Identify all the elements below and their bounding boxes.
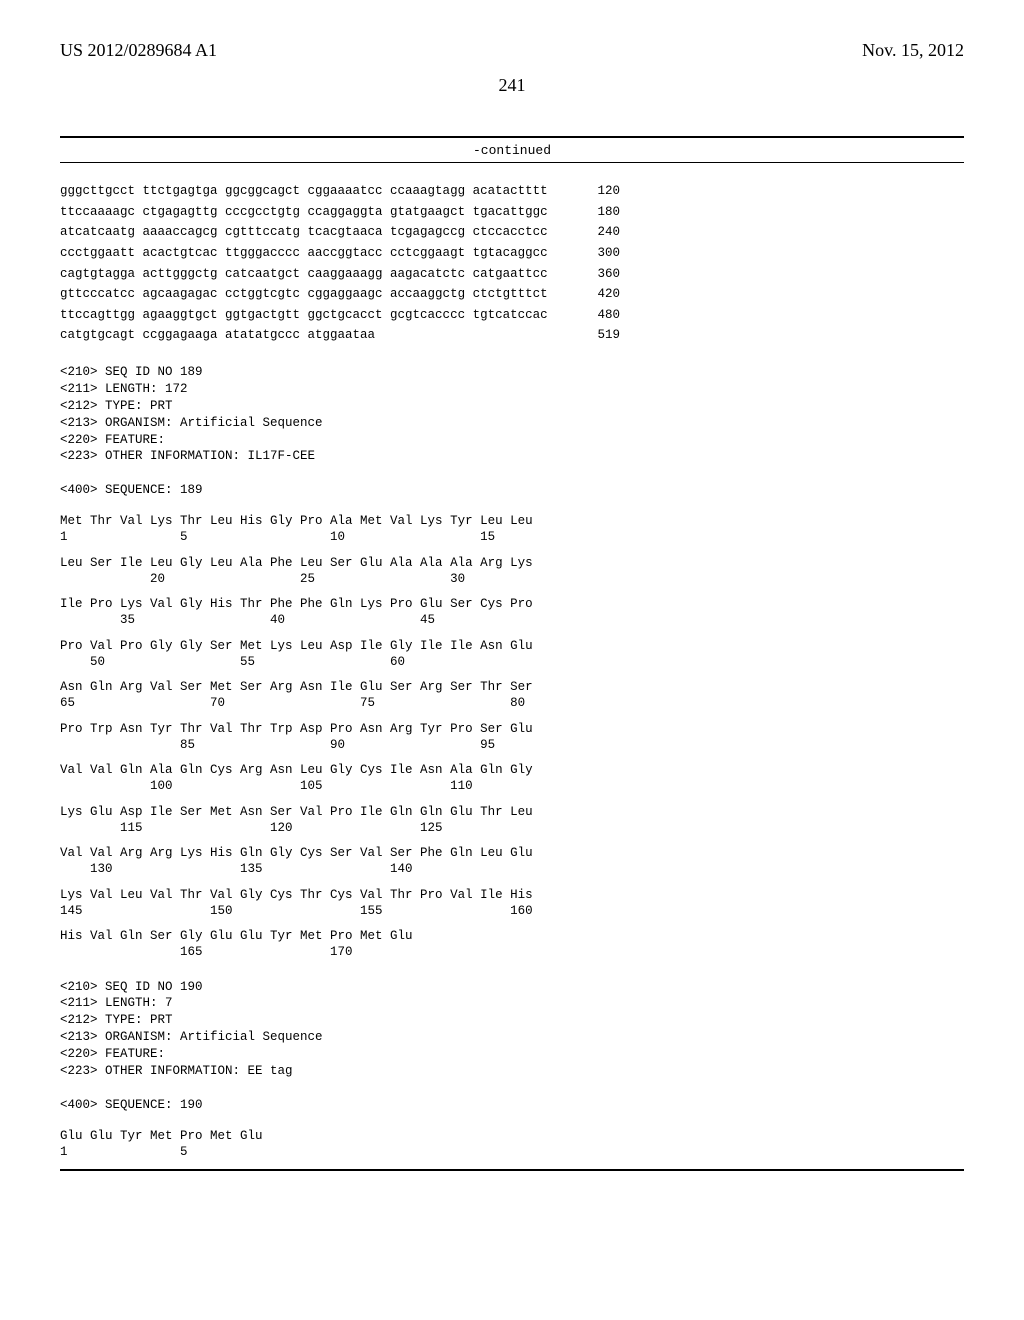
nucleotide-sequence-block: gggcttgcct ttctgagtga ggcggcagct cggaaaa… [60, 181, 964, 346]
nucleotide-position: 360 [580, 264, 620, 285]
page: US 2012/0289684 A1 Nov. 15, 2012 241 -co… [0, 0, 1024, 1320]
nucleotide-row: catgtgcagt ccggagaaga atatatgccc atggaat… [60, 325, 620, 346]
aa-residue-pair: Lys Val Leu Val Thr Val Gly Cys Thr Cys … [60, 887, 964, 920]
aa-residues: Val Val Arg Arg Lys His Gln Gly Cys Ser … [60, 845, 964, 861]
aa-residues: Met Thr Val Lys Thr Leu His Gly Pro Ala … [60, 513, 964, 529]
aa-residue-pair: Met Thr Val Lys Thr Leu His Gly Pro Ala … [60, 513, 964, 546]
aa-numbers: 85 90 95 [60, 737, 964, 753]
aa-residue-pair: Pro Val Pro Gly Gly Ser Met Lys Leu Asp … [60, 638, 964, 671]
nucleotide-seq: cagtgtagga acttgggctg catcaatgct caaggaa… [60, 264, 548, 285]
aa-residue-pair: Pro Trp Asn Tyr Thr Val Thr Trp Asp Pro … [60, 721, 964, 754]
nucleotide-position: 519 [580, 325, 620, 346]
aa-numbers: 100 105 110 [60, 778, 964, 794]
nucleotide-row: gggcttgcct ttctgagtga ggcggcagct cggaaaa… [60, 181, 620, 202]
nucleotide-seq: atcatcaatg aaaaccagcg cgtttccatg tcacgta… [60, 222, 548, 243]
aa-residue-pair: His Val Gln Ser Gly Glu Glu Tyr Met Pro … [60, 928, 964, 961]
aa-residue-pair: Glu Glu Tyr Met Pro Met Glu1 5 [60, 1128, 964, 1161]
nucleotide-seq: ttccagttgg agaaggtgct ggtgactgtt ggctgca… [60, 305, 548, 326]
page-header: US 2012/0289684 A1 Nov. 15, 2012 [60, 40, 964, 61]
nucleotide-row: ccctggaatt acactgtcac ttgggacccc aaccggt… [60, 243, 620, 264]
aa-numbers: 1 5 10 15 [60, 529, 964, 545]
aa-numbers: 165 170 [60, 944, 964, 960]
aa-numbers: 145 150 155 160 [60, 903, 964, 919]
aa-residue-pair: Val Val Arg Arg Lys His Gln Gly Cys Ser … [60, 845, 964, 878]
aa-numbers: 50 55 60 [60, 654, 964, 670]
nucleotide-position: 480 [580, 305, 620, 326]
aa-residues: Asn Gln Arg Val Ser Met Ser Arg Asn Ile … [60, 679, 964, 695]
aa-residues: Glu Glu Tyr Met Pro Met Glu [60, 1128, 964, 1144]
aa-residue-pair: Leu Ser Ile Leu Gly Leu Ala Phe Leu Ser … [60, 555, 964, 588]
aa-residues: Pro Trp Asn Tyr Thr Val Thr Trp Asp Pro … [60, 721, 964, 737]
nucleotide-row: ttccaaaagc ctgagagttg cccgcctgtg ccaggag… [60, 202, 620, 223]
continued-bar: -continued [60, 136, 964, 163]
nucleotide-seq: gggcttgcct ttctgagtga ggcggcagct cggaaaa… [60, 181, 548, 202]
nucleotide-row: cagtgtagga acttgggctg catcaatgct caaggaa… [60, 264, 620, 285]
nucleotide-seq: ttccaaaagc ctgagagttg cccgcctgtg ccaggag… [60, 202, 548, 223]
aa-numbers: 35 40 45 [60, 612, 964, 628]
aa-residues: Pro Val Pro Gly Gly Ser Met Lys Leu Asp … [60, 638, 964, 654]
aa-residues: Lys Glu Asp Ile Ser Met Asn Ser Val Pro … [60, 804, 964, 820]
nucleotide-row: gttcccatcc agcaagagac cctggtcgtc cggagga… [60, 284, 620, 305]
aa-numbers: 20 25 30 [60, 571, 964, 587]
nucleotide-position: 180 [580, 202, 620, 223]
aa-residues: Ile Pro Lys Val Gly His Thr Phe Phe Gln … [60, 596, 964, 612]
nucleotide-seq: gttcccatcc agcaagagac cctggtcgtc cggagga… [60, 284, 548, 305]
nucleotide-position: 120 [580, 181, 620, 202]
nucleotide-seq: ccctggaatt acactgtcac ttgggacccc aaccggt… [60, 243, 548, 264]
aa-residue-pair: Lys Glu Asp Ile Ser Met Asn Ser Val Pro … [60, 804, 964, 837]
aa-residue-pair: Ile Pro Lys Val Gly His Thr Phe Phe Gln … [60, 596, 964, 629]
aa-numbers: 130 135 140 [60, 861, 964, 877]
aa-numbers: 65 70 75 80 [60, 695, 964, 711]
seq-190-metadata: <210> SEQ ID NO 190 <211> LENGTH: 7 <212… [60, 979, 964, 1114]
page-number: 241 [60, 75, 964, 96]
seq-189-metadata: <210> SEQ ID NO 189 <211> LENGTH: 172 <2… [60, 364, 964, 499]
aa-residue-pair: Asn Gln Arg Val Ser Met Ser Arg Asn Ile … [60, 679, 964, 712]
nucleotide-position: 240 [580, 222, 620, 243]
aa-residues: His Val Gln Ser Gly Glu Glu Tyr Met Pro … [60, 928, 964, 944]
aa-numbers: 1 5 [60, 1144, 964, 1160]
publication-number: US 2012/0289684 A1 [60, 40, 217, 61]
nucleotide-row: ttccagttgg agaaggtgct ggtgactgtt ggctgca… [60, 305, 620, 326]
continued-label: -continued [473, 143, 551, 158]
bottom-rule [60, 1169, 964, 1171]
nucleotide-row: atcatcaatg aaaaccagcg cgtttccatg tcacgta… [60, 222, 620, 243]
nucleotide-position: 420 [580, 284, 620, 305]
publication-date: Nov. 15, 2012 [862, 40, 964, 61]
aa-residues: Leu Ser Ile Leu Gly Leu Ala Phe Leu Ser … [60, 555, 964, 571]
nucleotide-seq: catgtgcagt ccggagaaga atatatgccc atggaat… [60, 325, 375, 346]
seq-190-protein-block: Glu Glu Tyr Met Pro Met Glu1 5 [60, 1128, 964, 1161]
aa-residues: Lys Val Leu Val Thr Val Gly Cys Thr Cys … [60, 887, 964, 903]
aa-numbers: 115 120 125 [60, 820, 964, 836]
aa-residue-pair: Val Val Gln Ala Gln Cys Arg Asn Leu Gly … [60, 762, 964, 795]
aa-residues: Val Val Gln Ala Gln Cys Arg Asn Leu Gly … [60, 762, 964, 778]
nucleotide-position: 300 [580, 243, 620, 264]
seq-189-protein-block: Met Thr Val Lys Thr Leu His Gly Pro Ala … [60, 513, 964, 961]
